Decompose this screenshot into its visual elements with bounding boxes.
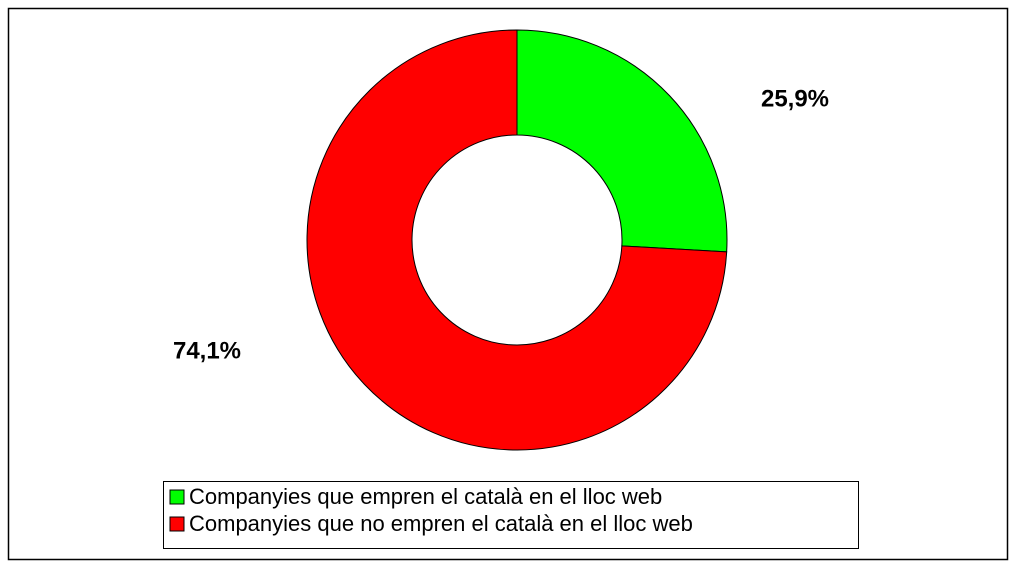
donut-slice <box>516 29 728 253</box>
legend-label: Companyies que no empren el català en el… <box>189 511 693 536</box>
data-label: 25,9% <box>761 85 829 112</box>
legend-box <box>163 481 859 549</box>
legend-label: Companyies que empren el català en el ll… <box>189 484 662 509</box>
legend-swatch <box>169 516 185 532</box>
legend-swatch <box>169 489 185 505</box>
data-label: 74,1% <box>173 337 241 364</box>
donut-slice <box>306 29 728 451</box>
